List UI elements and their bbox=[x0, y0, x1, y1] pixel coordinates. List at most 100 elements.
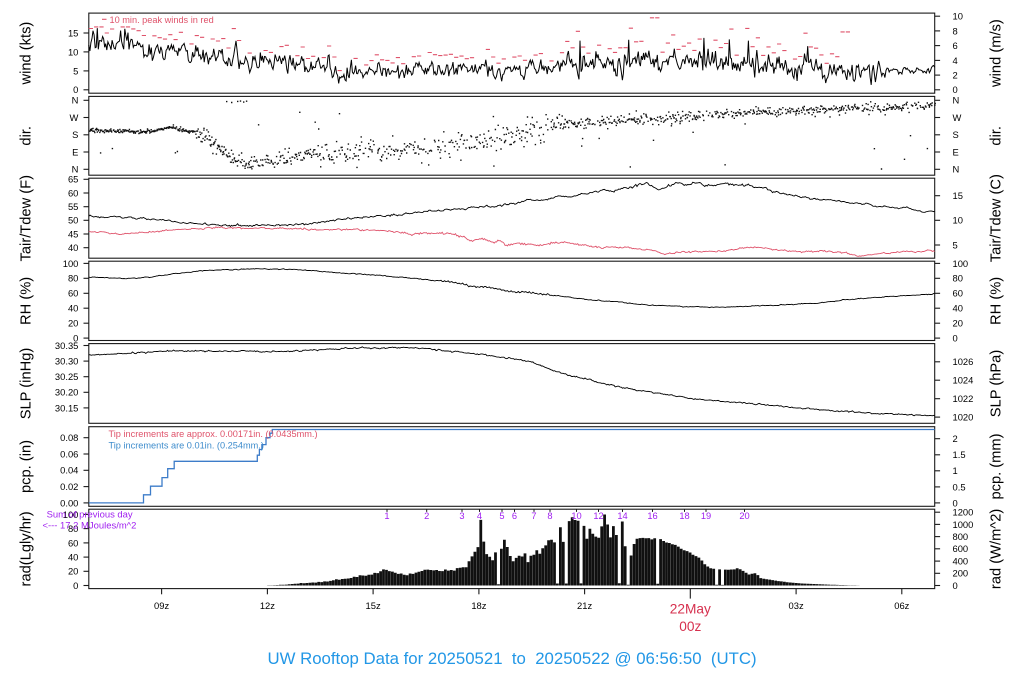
svg-text:0: 0 bbox=[73, 333, 78, 344]
svg-text:100: 100 bbox=[63, 509, 79, 520]
svg-text:40: 40 bbox=[68, 552, 78, 563]
svg-text:0.04: 0.04 bbox=[60, 465, 78, 476]
svg-text:30.35: 30.35 bbox=[55, 340, 78, 351]
svg-text:40: 40 bbox=[68, 242, 78, 253]
svg-text:80: 80 bbox=[953, 273, 963, 284]
svg-text:20: 20 bbox=[953, 318, 963, 329]
svg-text:Tair/Tdew (C): Tair/Tdew (C) bbox=[989, 174, 1005, 262]
svg-text:30.20: 30.20 bbox=[55, 387, 78, 398]
svg-text:5: 5 bbox=[73, 65, 78, 76]
svg-text:1024: 1024 bbox=[953, 375, 974, 386]
svg-text:20: 20 bbox=[739, 511, 749, 521]
svg-text:<--- 17.2 MJoules/m^2: <--- 17.2 MJoules/m^2 bbox=[43, 521, 137, 532]
svg-text:10 min. peak winds in red: 10 min. peak winds in red bbox=[110, 15, 214, 25]
svg-text:60: 60 bbox=[68, 187, 78, 198]
svg-text:20: 20 bbox=[68, 566, 78, 577]
svg-text:dir.: dir. bbox=[19, 126, 35, 146]
svg-text:Tip increments are approx. 0.0: Tip increments are approx. 0.00171in. (0… bbox=[109, 429, 318, 439]
svg-text:N: N bbox=[72, 164, 79, 175]
svg-text:12: 12 bbox=[593, 511, 603, 521]
svg-text:0: 0 bbox=[953, 333, 958, 344]
svg-text:14: 14 bbox=[617, 511, 627, 521]
svg-text:00z: 00z bbox=[679, 619, 701, 634]
svg-text:5: 5 bbox=[499, 511, 504, 521]
svg-text:RH (%): RH (%) bbox=[19, 277, 35, 325]
svg-text:8: 8 bbox=[953, 25, 958, 36]
svg-text:0.5: 0.5 bbox=[953, 481, 966, 492]
svg-text:1026: 1026 bbox=[953, 356, 974, 367]
svg-text:0.02: 0.02 bbox=[60, 481, 78, 492]
svg-text:800: 800 bbox=[953, 531, 969, 542]
svg-text:0: 0 bbox=[73, 84, 78, 95]
svg-text:22May: 22May bbox=[670, 602, 711, 617]
svg-text:Sum of previous day: Sum of previous day bbox=[47, 509, 133, 520]
svg-text:Tair/Tdew (F): Tair/Tdew (F) bbox=[19, 175, 35, 262]
svg-text:W: W bbox=[70, 112, 79, 123]
svg-text:20: 20 bbox=[68, 318, 78, 329]
svg-text:60: 60 bbox=[68, 288, 78, 299]
svg-text:5: 5 bbox=[953, 239, 958, 250]
svg-text:03z: 03z bbox=[789, 600, 804, 611]
svg-text:RH (%): RH (%) bbox=[989, 277, 1005, 325]
svg-text:2: 2 bbox=[953, 433, 958, 444]
svg-text:E: E bbox=[953, 146, 959, 157]
svg-text:8: 8 bbox=[547, 511, 552, 521]
svg-text:60: 60 bbox=[68, 537, 78, 548]
svg-text:200: 200 bbox=[953, 568, 969, 579]
svg-text:12z: 12z bbox=[260, 600, 275, 611]
svg-text:30.30: 30.30 bbox=[55, 356, 78, 367]
svg-text:0: 0 bbox=[953, 84, 958, 95]
svg-text:7: 7 bbox=[531, 511, 536, 521]
svg-text:100: 100 bbox=[953, 258, 969, 269]
svg-text:2: 2 bbox=[953, 70, 958, 81]
svg-text:6: 6 bbox=[512, 511, 517, 521]
svg-text:0.00: 0.00 bbox=[60, 497, 78, 508]
svg-text:400: 400 bbox=[953, 556, 969, 567]
svg-text:1000: 1000 bbox=[953, 519, 974, 530]
svg-text:30.25: 30.25 bbox=[55, 371, 78, 382]
svg-text:40: 40 bbox=[953, 303, 963, 314]
svg-text:40: 40 bbox=[68, 303, 78, 314]
svg-text:Tip increments are 0.01in. (0.: Tip increments are 0.01in. (0.254mm.) bbox=[109, 440, 264, 450]
svg-text:80: 80 bbox=[68, 273, 78, 284]
svg-text:dir.: dir. bbox=[989, 126, 1005, 146]
svg-text:1020: 1020 bbox=[953, 412, 974, 423]
svg-text:0: 0 bbox=[73, 580, 78, 591]
svg-text:W: W bbox=[953, 112, 962, 123]
svg-text:E: E bbox=[72, 146, 78, 157]
svg-text:18z: 18z bbox=[471, 600, 486, 611]
svg-text:15z: 15z bbox=[366, 600, 381, 611]
svg-text:65: 65 bbox=[68, 174, 78, 185]
svg-text:10: 10 bbox=[953, 11, 963, 22]
svg-text:N: N bbox=[953, 164, 960, 175]
svg-text:30.15: 30.15 bbox=[55, 402, 78, 413]
svg-text:N: N bbox=[953, 95, 960, 106]
svg-text:1.5: 1.5 bbox=[953, 449, 966, 460]
svg-text:1022: 1022 bbox=[953, 393, 974, 404]
svg-text:600: 600 bbox=[953, 543, 969, 554]
svg-text:55: 55 bbox=[68, 201, 78, 212]
svg-text:10: 10 bbox=[68, 46, 78, 57]
svg-text:UW Rooftop Data for 20250521: UW Rooftop Data for 20250521 to 20250522… bbox=[267, 649, 756, 668]
svg-text:pcp. (in): pcp. (in) bbox=[19, 440, 35, 493]
svg-text:3: 3 bbox=[459, 511, 464, 521]
svg-text:18: 18 bbox=[679, 511, 689, 521]
svg-text:rad(Lgly/hr): rad(Lgly/hr) bbox=[19, 511, 35, 586]
svg-text:10: 10 bbox=[571, 511, 581, 521]
svg-text:09z: 09z bbox=[154, 600, 169, 611]
svg-text:4: 4 bbox=[477, 511, 482, 521]
svg-text:wind (kts): wind (kts) bbox=[19, 22, 35, 86]
svg-text:60: 60 bbox=[953, 288, 963, 299]
svg-text:SLP (hPa): SLP (hPa) bbox=[989, 350, 1005, 418]
svg-text:1: 1 bbox=[953, 465, 958, 476]
svg-text:10: 10 bbox=[953, 215, 963, 226]
svg-text:SLP (inHg): SLP (inHg) bbox=[19, 348, 35, 420]
svg-text:100: 100 bbox=[63, 258, 79, 269]
svg-text:15: 15 bbox=[68, 27, 78, 38]
svg-text:15: 15 bbox=[953, 190, 963, 201]
svg-text:wind (m/s): wind (m/s) bbox=[989, 19, 1005, 88]
svg-text:1: 1 bbox=[384, 511, 389, 521]
svg-text:45: 45 bbox=[68, 228, 78, 239]
svg-text:0.08: 0.08 bbox=[60, 432, 78, 443]
svg-text:2: 2 bbox=[424, 511, 429, 521]
